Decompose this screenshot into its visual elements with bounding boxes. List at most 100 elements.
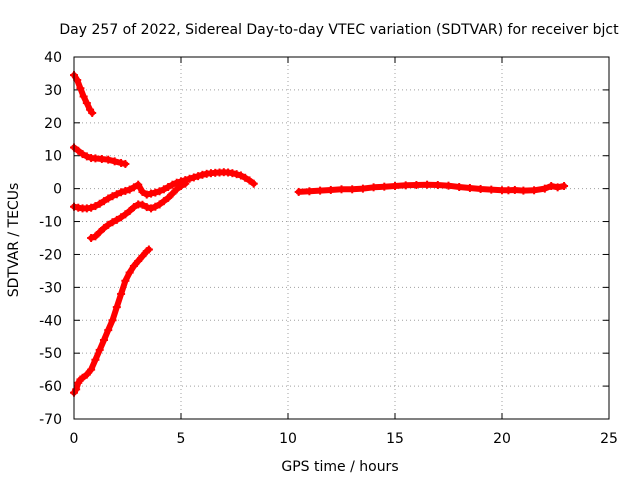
data-point [134, 257, 143, 266]
data-point [95, 199, 104, 208]
y-tick-label: 40 [44, 50, 62, 66]
data-point [95, 345, 104, 354]
data-point [117, 289, 126, 298]
data-point [99, 197, 108, 206]
data-point [444, 181, 453, 190]
data-point [82, 99, 91, 108]
data-point [560, 182, 569, 191]
plot-frame [73, 56, 610, 420]
data-point [95, 228, 104, 237]
data-point [185, 174, 194, 183]
data-point [121, 159, 130, 168]
y-tick-label: -40 [39, 313, 62, 329]
data-point [391, 182, 399, 191]
data-point [110, 157, 119, 166]
data-point [181, 179, 190, 188]
data-point [125, 268, 134, 277]
y-axis-label: SDTVAR / TECUs [6, 183, 22, 298]
y-tick-label: -10 [39, 215, 62, 231]
data-points [70, 71, 569, 397]
data-point [129, 183, 138, 192]
data-point [87, 365, 96, 374]
data-point [168, 189, 177, 198]
data-point [423, 180, 432, 189]
data-point [129, 261, 138, 270]
x-axis-label: GPS time / hours [281, 459, 398, 475]
data-point [138, 252, 147, 261]
data-point [232, 170, 241, 179]
data-point [78, 150, 87, 159]
data-point [125, 207, 134, 216]
data-point [82, 370, 91, 379]
data-point [294, 187, 303, 196]
data-point [87, 203, 96, 212]
data-point [172, 185, 181, 194]
x-tick-label: 25 [600, 431, 618, 447]
data-point [72, 385, 81, 394]
data-point [108, 316, 117, 325]
data-point [108, 218, 117, 227]
x-tick-label: 5 [177, 431, 186, 447]
data-point [138, 187, 147, 196]
data-point [316, 186, 325, 195]
data-point [112, 215, 121, 224]
data-point [76, 84, 85, 93]
data-point [147, 204, 156, 213]
data-point [455, 182, 464, 191]
data-point [117, 188, 126, 197]
data-point [159, 197, 168, 206]
data-point [121, 210, 130, 219]
data-point [104, 220, 113, 229]
data-point [249, 179, 258, 188]
y-tick-label: 20 [44, 116, 62, 132]
data-point [138, 200, 147, 209]
chart-title: Day 257 of 2022, Sidereal Day-to-day VTE… [59, 22, 619, 38]
data-point [177, 182, 185, 191]
data-point [401, 181, 410, 190]
data-point [91, 202, 100, 211]
data-point [78, 373, 87, 382]
data-point [88, 108, 97, 117]
data-point [433, 181, 442, 190]
y-tick-label: -60 [39, 379, 62, 395]
y-tick-label: -20 [39, 247, 62, 263]
data-point [236, 171, 245, 180]
data-point [112, 303, 121, 312]
y-tick-label: -30 [39, 280, 62, 296]
data-point [121, 186, 130, 195]
y-tick-label: 10 [44, 149, 62, 165]
series-trace [295, 181, 568, 195]
data-point [108, 192, 117, 201]
data-point [117, 213, 126, 222]
data-point [487, 185, 496, 194]
x-tick-label: 20 [493, 431, 511, 447]
data-point [104, 326, 113, 335]
y-tick-label: 0 [53, 182, 62, 198]
data-point [112, 190, 121, 199]
data-point [142, 203, 151, 212]
data-point [74, 146, 83, 155]
data-point [553, 183, 562, 192]
data-point [510, 185, 519, 194]
data-point [99, 224, 108, 233]
data-point [155, 187, 164, 196]
data-point [348, 185, 357, 194]
data-point [151, 188, 160, 197]
data-point [476, 184, 485, 193]
data-point [155, 200, 164, 209]
data-point [144, 245, 153, 254]
data-point [337, 185, 346, 194]
data-point [129, 203, 138, 212]
data-point [540, 184, 549, 193]
data-point [99, 336, 108, 345]
data-point [369, 183, 378, 192]
series-arc-5 [70, 245, 153, 397]
data-point [91, 355, 100, 364]
data-point [104, 194, 113, 203]
y-tick-label: 30 [44, 83, 62, 99]
data-point [121, 276, 130, 285]
data-point [380, 182, 389, 191]
y-tick-label: -70 [39, 412, 62, 428]
x-tick-label: 10 [279, 431, 297, 447]
